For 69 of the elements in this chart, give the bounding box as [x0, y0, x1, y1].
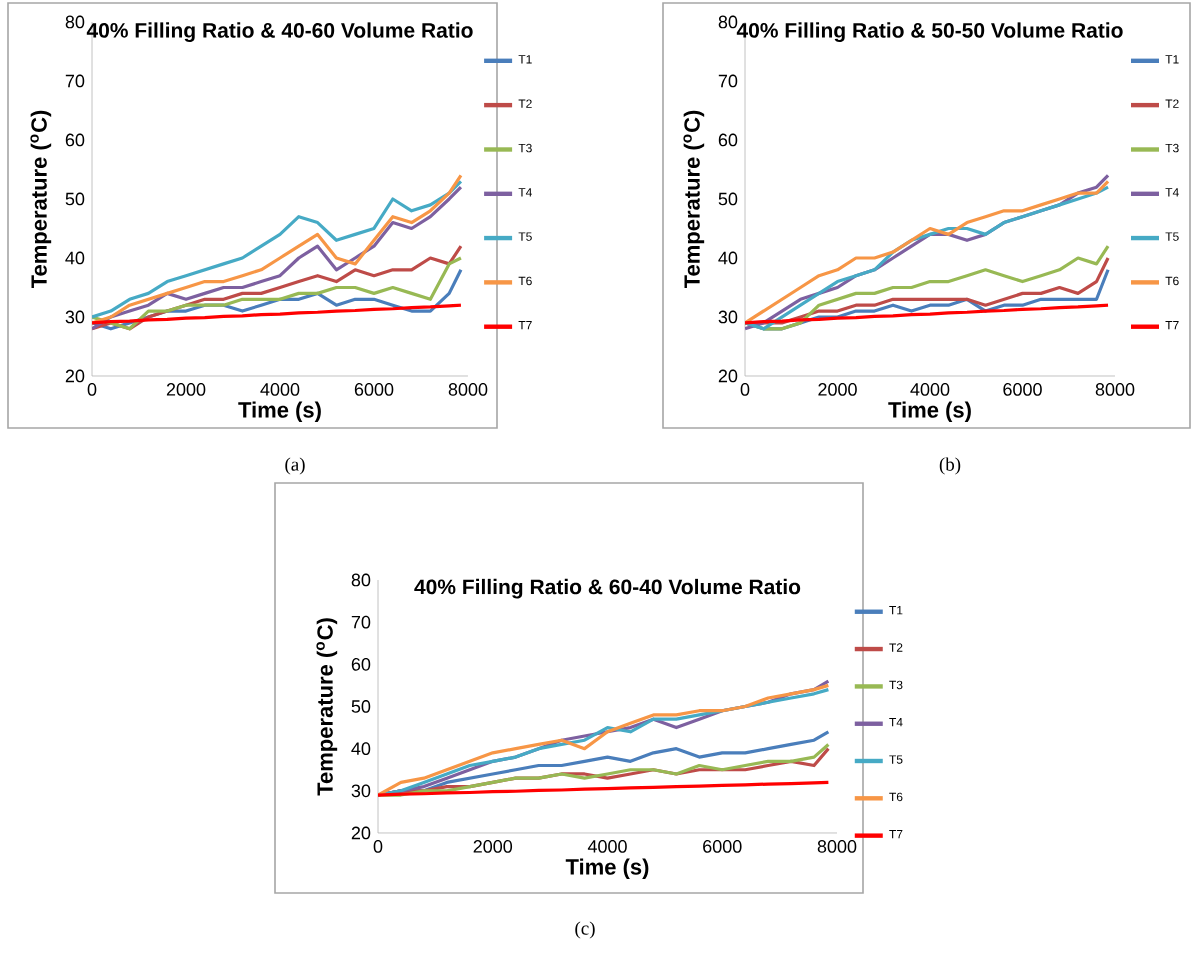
y-tick-label: 80: [65, 15, 85, 29]
legend-label: T1: [889, 606, 903, 615]
y-tick-label: 60: [351, 657, 371, 671]
legend-label: T6: [518, 276, 532, 286]
x-axis-title: Time (s): [565, 858, 649, 880]
x-tick-label: 0: [373, 840, 383, 853]
y-axis-title: Temperature ($^{o}$C): [30, 110, 52, 289]
legend-label: T3: [889, 680, 903, 690]
legend-label: T7: [889, 830, 903, 839]
chart-title: 40% Filling Ratio & 50-50 Volume Ratio: [736, 22, 1123, 43]
x-tick-label: 0: [740, 383, 750, 396]
x-tick-label: 4000: [910, 383, 950, 396]
y-tick-label: 70: [718, 74, 738, 88]
y-tick-label: 70: [65, 74, 85, 88]
x-tick-label: 8000: [1095, 383, 1135, 396]
y-tick-label: 30: [65, 310, 85, 324]
x-tick-label: 8000: [817, 840, 857, 853]
x-tick-label: 4000: [587, 840, 627, 853]
legend-label: T3: [518, 143, 532, 153]
legend-label: T4: [518, 188, 532, 197]
x-axis-title: Time (s): [888, 401, 971, 423]
x-tick-label: 2000: [818, 383, 857, 396]
x-tick-label: 6000: [354, 383, 394, 396]
y-axis-title: Temperature ($^{o}$C): [683, 110, 705, 289]
legend-label: T6: [1165, 276, 1179, 286]
y-tick-label: 40: [65, 251, 85, 265]
legend-label: T2: [518, 99, 532, 108]
y-tick-label: 20: [351, 826, 371, 840]
legend-label: T4: [1165, 188, 1179, 197]
y-tick-label: 50: [351, 700, 371, 713]
legend-label: T1: [518, 55, 532, 64]
y-tick-label: 40: [718, 251, 738, 265]
y-tick-label: 50: [65, 192, 85, 206]
legend-label: T2: [889, 643, 903, 652]
y-tick-label: 30: [718, 310, 738, 324]
x-tick-label: 0: [87, 383, 97, 396]
y-tick-label: 30: [351, 784, 371, 798]
legend-label: T6: [889, 792, 903, 802]
legend-label: T3: [1165, 143, 1179, 153]
y-tick-label: 80: [351, 573, 371, 587]
legend-label: T1: [1165, 55, 1179, 64]
y-tick-label: 40: [351, 742, 371, 756]
chart-title: 40% Filling Ratio & 40-60 Volume Ratio: [86, 22, 473, 43]
legend-label: T5: [518, 232, 532, 241]
y-tick-label: 20: [718, 369, 738, 383]
legend-label: T7: [518, 321, 532, 330]
text: (a): [285, 457, 305, 475]
y-tick-label: 70: [351, 615, 371, 629]
x-tick-label: 2000: [166, 383, 206, 396]
x-tick-label: 8000: [448, 383, 488, 396]
y-tick-label: 60: [65, 133, 85, 147]
text: (b): [939, 457, 961, 475]
x-tick-label: 4000: [260, 383, 300, 396]
x-tick-label: 2000: [473, 840, 513, 853]
y-tick-label: 20: [65, 369, 85, 383]
x-tick-label: 6000: [703, 840, 742, 853]
y-tick-label: 50: [718, 192, 738, 206]
y-axis-title: Temperature ($^{o}$C): [316, 618, 338, 796]
legend-label: T7: [1165, 321, 1179, 330]
legend-label: T4: [889, 718, 903, 727]
x-axis-title: Time (s): [238, 401, 321, 423]
legend-label: T2: [1165, 99, 1179, 108]
y-tick-label: 80: [718, 15, 738, 29]
legend-label: T5: [1165, 232, 1179, 241]
text: (c): [575, 921, 595, 939]
chart-title: 40% Filling Ratio & 60-40 Volume Ratio: [414, 578, 801, 599]
y-tick-label: 60: [718, 133, 738, 147]
x-tick-label: 6000: [1003, 383, 1042, 396]
legend-label: T5: [889, 755, 903, 764]
